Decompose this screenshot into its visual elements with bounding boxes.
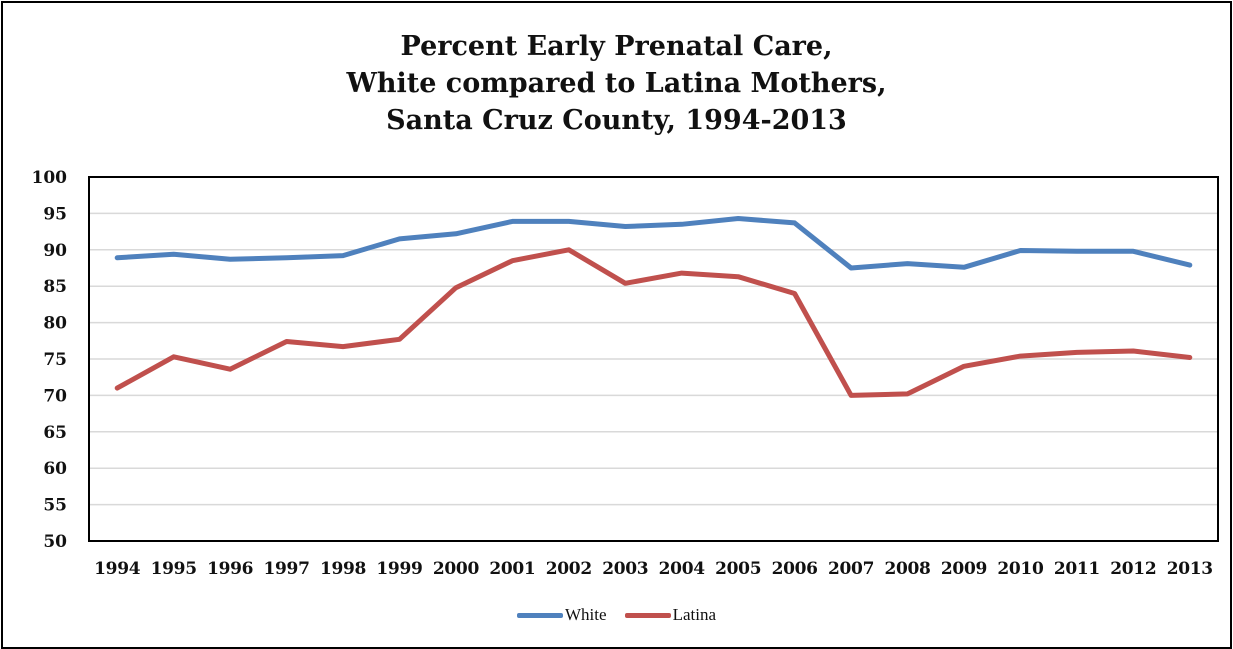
- legend-swatch-latina: [624, 612, 671, 618]
- data-point-latina: [1074, 350, 1079, 355]
- y-tick-label: 60: [43, 459, 67, 479]
- data-point-white: [623, 224, 628, 229]
- gridlines: [89, 212, 1218, 506]
- data-point-latina: [961, 364, 966, 369]
- legend-label-latina: Latina: [672, 605, 716, 624]
- y-tick-label: 80: [43, 314, 67, 334]
- series-lines: [114, 216, 1193, 398]
- data-point-white: [1131, 249, 1136, 254]
- x-tick-label: 2005: [715, 559, 761, 579]
- y-tick-label: 70: [43, 386, 67, 406]
- legend-item-white: White: [517, 605, 607, 625]
- series-line-latina: [114, 247, 1193, 398]
- legend: White Latina: [0, 605, 1233, 625]
- chart-title-line-1: Percent Early Prenatal Care,: [400, 31, 833, 62]
- data-point-white: [453, 231, 458, 236]
- data-point-latina: [1018, 354, 1023, 359]
- data-point-white: [397, 236, 402, 241]
- x-tick-label: 2006: [772, 559, 818, 579]
- data-point-latina: [453, 285, 458, 290]
- data-point-latina: [341, 344, 346, 349]
- data-point-latina: [679, 271, 684, 276]
- data-point-white: [341, 253, 346, 258]
- chart-title: Percent Early Prenatal Care, White compa…: [0, 28, 1233, 139]
- x-tick-label: 2004: [659, 559, 706, 579]
- x-tick-label: 1997: [264, 559, 310, 579]
- x-tick-label: 2012: [1110, 559, 1156, 579]
- x-tick-label: 2003: [602, 559, 648, 579]
- data-point-white: [510, 219, 515, 224]
- data-point-latina: [1187, 355, 1192, 360]
- y-tick-label: 95: [43, 204, 67, 224]
- y-tick-label: 90: [43, 241, 67, 261]
- data-point-latina: [510, 258, 515, 263]
- data-point-white: [115, 255, 120, 260]
- data-point-latina: [905, 391, 910, 396]
- legend-swatch-white: [517, 612, 564, 618]
- legend-label-white: White: [565, 605, 607, 624]
- data-point-latina: [623, 281, 628, 286]
- y-tick-label: 65: [43, 423, 67, 443]
- x-tick-label: 2000: [433, 559, 480, 579]
- data-point-white: [284, 255, 289, 260]
- x-tick-label: 1999: [376, 559, 422, 579]
- chart-title-line-3: Santa Cruz County, 1994-2013: [386, 105, 847, 136]
- data-point-latina: [115, 386, 120, 391]
- data-point-latina: [736, 274, 741, 279]
- y-tick-label: 50: [43, 532, 67, 552]
- data-point-white: [905, 261, 910, 266]
- x-tick-label: 1998: [320, 559, 366, 579]
- data-point-latina: [792, 291, 797, 296]
- data-point-white: [849, 266, 854, 271]
- data-point-white: [1187, 263, 1192, 268]
- data-point-white: [1074, 249, 1079, 254]
- x-tick-label: 1995: [151, 559, 197, 579]
- data-point-white: [736, 216, 741, 221]
- y-tick-label: 85: [43, 277, 67, 297]
- data-point-white: [961, 265, 966, 270]
- data-point-latina: [566, 247, 571, 252]
- data-point-latina: [228, 367, 233, 372]
- data-point-latina: [171, 354, 176, 359]
- x-tick-label: 1996: [207, 559, 253, 579]
- y-tick-label: 55: [43, 496, 67, 516]
- x-tick-label: 2009: [941, 559, 987, 579]
- data-point-white: [792, 220, 797, 225]
- x-tick-label: 1994: [94, 559, 141, 579]
- x-axis-ticks: 1994 1995 1996 1997 1998 1999 2000 2001 2002 2003…: [94, 559, 1213, 579]
- data-point-white: [228, 257, 233, 262]
- legend-item-latina: Latina: [624, 605, 716, 625]
- data-point-white: [566, 219, 571, 224]
- series-line-white: [114, 216, 1193, 271]
- x-tick-label: 2008: [884, 559, 930, 579]
- data-point-latina: [1131, 348, 1136, 353]
- data-point-latina: [849, 393, 854, 398]
- data-point-latina: [284, 339, 289, 344]
- data-point-white: [679, 222, 684, 227]
- plot-area-border: [88, 176, 1219, 542]
- x-tick-label: 2007: [828, 559, 874, 579]
- x-tick-label: 2013: [1167, 559, 1213, 579]
- y-axis-ticks: 50 55 60 65 70 75 80 85 90 95 100: [32, 168, 68, 552]
- x-tick-label: 2010: [997, 559, 1044, 579]
- y-tick-label: 100: [32, 168, 68, 188]
- data-point-white: [1018, 248, 1023, 253]
- data-point-latina: [397, 337, 402, 342]
- x-tick-label: 2001: [489, 559, 535, 579]
- y-tick-label: 75: [43, 350, 67, 370]
- x-tick-label: 2011: [1054, 559, 1100, 579]
- chart-title-line-2: White compared to Latina Mothers,: [346, 68, 887, 99]
- data-point-white: [171, 252, 176, 257]
- x-tick-label: 2002: [546, 559, 592, 579]
